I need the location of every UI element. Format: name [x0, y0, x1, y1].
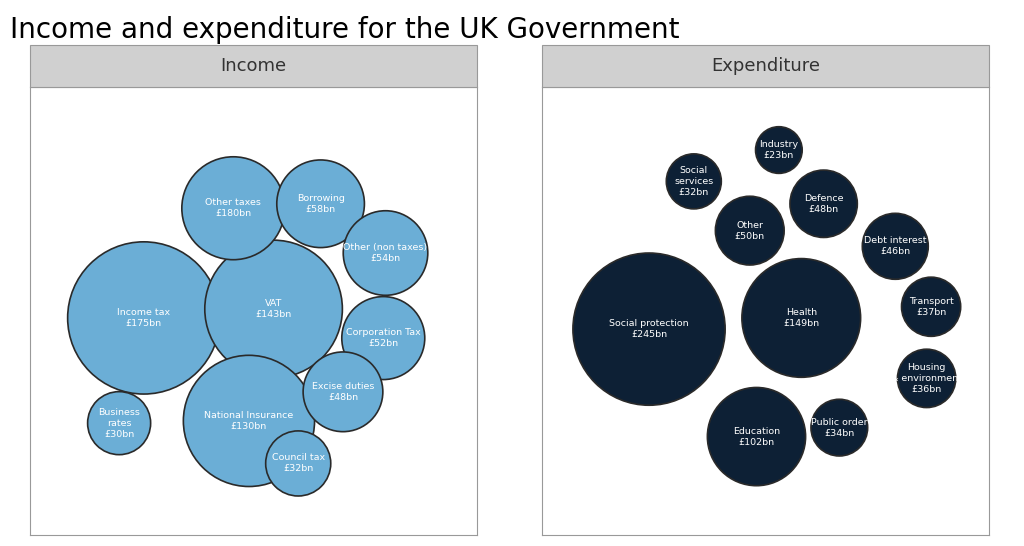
Text: Industry
£23bn: Industry £23bn: [760, 140, 799, 160]
Text: National Insurance
£130bn: National Insurance £130bn: [205, 411, 294, 431]
Text: Social
services
£32bn: Social services £32bn: [674, 166, 714, 197]
Circle shape: [88, 391, 151, 455]
Circle shape: [716, 196, 784, 265]
Text: Council tax
£32bn: Council tax £32bn: [271, 453, 325, 473]
Text: Excise duties
£48bn: Excise duties £48bn: [311, 382, 374, 402]
Circle shape: [276, 160, 365, 247]
Bar: [542, 45, 989, 87]
Text: Defence
£48bn: Defence £48bn: [804, 194, 844, 214]
Text: Income: Income: [220, 57, 287, 75]
Circle shape: [708, 388, 806, 486]
Circle shape: [205, 240, 342, 378]
Circle shape: [897, 349, 955, 407]
Circle shape: [667, 154, 721, 209]
Text: Public order
£34bn: Public order £34bn: [811, 418, 867, 438]
Text: Corporation Tax
£52bn: Corporation Tax £52bn: [346, 328, 421, 348]
Circle shape: [265, 431, 331, 496]
Text: Social protection
£245bn: Social protection £245bn: [609, 319, 689, 339]
Text: Income tax
£175bn: Income tax £175bn: [117, 308, 170, 328]
Text: Housing
& environment
£36bn: Housing & environment £36bn: [891, 363, 963, 394]
Text: Business
rates
£30bn: Business rates £30bn: [98, 407, 140, 439]
Circle shape: [303, 352, 383, 432]
Text: Debt interest
£46bn: Debt interest £46bn: [864, 236, 927, 257]
Circle shape: [790, 170, 857, 238]
Bar: [30, 45, 477, 87]
Text: Health
£149bn: Health £149bn: [783, 308, 819, 328]
Circle shape: [343, 211, 428, 295]
Text: Other taxes
£180bn: Other taxes £180bn: [206, 198, 261, 218]
Circle shape: [182, 157, 285, 260]
Circle shape: [756, 127, 802, 174]
Circle shape: [342, 296, 425, 379]
Circle shape: [811, 399, 867, 456]
Circle shape: [742, 259, 860, 377]
Circle shape: [572, 253, 725, 405]
Circle shape: [862, 213, 929, 280]
Text: Other
£50bn: Other £50bn: [734, 221, 765, 241]
Text: Income and expenditure for the UK Government: Income and expenditure for the UK Govern…: [10, 16, 680, 44]
Text: Education
£102bn: Education £102bn: [733, 426, 780, 447]
Text: Borrowing
£58bn: Borrowing £58bn: [297, 194, 344, 214]
Text: Other (non taxes)
£54bn: Other (non taxes) £54bn: [343, 243, 428, 263]
Circle shape: [183, 355, 314, 486]
Text: Transport
£37bn: Transport £37bn: [908, 296, 953, 317]
Text: VAT
£143bn: VAT £143bn: [255, 299, 292, 319]
Circle shape: [901, 277, 961, 336]
Circle shape: [68, 242, 220, 394]
Text: Expenditure: Expenditure: [711, 57, 820, 75]
